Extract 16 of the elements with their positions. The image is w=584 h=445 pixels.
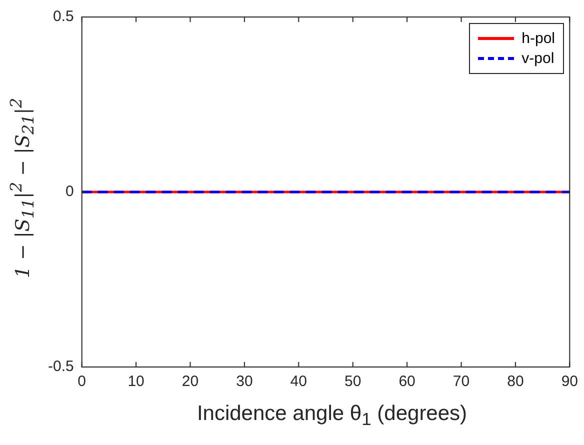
x-tick-label: 70 [452,373,470,390]
x-tick-label: 40 [290,373,307,390]
y-tick-label: 0.5 [52,8,74,26]
x-tick-label: 0 [78,373,86,390]
legend-label: h-pol [522,30,556,47]
x-tick-label: 30 [236,373,253,390]
y-tick-label: -0.5 [48,358,74,376]
x-tick-label: 50 [344,373,362,390]
legend-label: v-pol [522,50,554,67]
y-tick-label: 0 [66,183,74,200]
x-axis-title: Incidence angle θ$_{1}$ (degrees) [196,402,468,430]
x-tick-label: 80 [507,373,524,390]
x-tick-label: 60 [398,373,416,390]
x-tick-label: 90 [561,373,578,390]
x-tick-label: 10 [128,373,144,390]
x-tick-label: 20 [182,373,199,390]
